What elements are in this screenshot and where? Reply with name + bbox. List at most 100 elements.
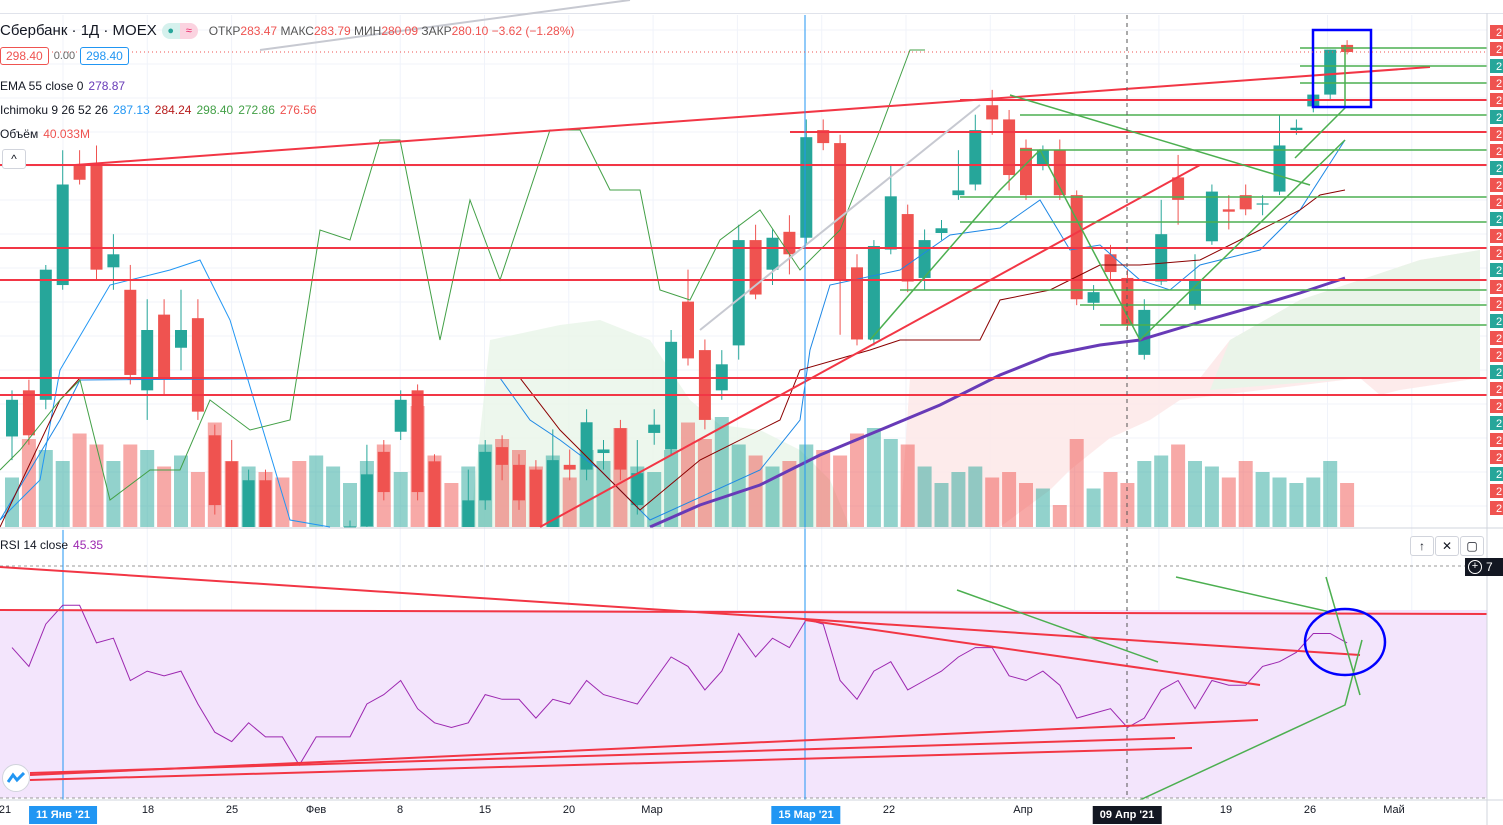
volume-bar bbox=[157, 466, 172, 527]
volume-bar bbox=[714, 417, 729, 527]
price-label-text: 2 bbox=[1496, 384, 1502, 396]
hand-drawn-circle[interactable] bbox=[1303, 607, 1387, 677]
candle-body bbox=[800, 137, 813, 238]
gray-channel-line-2[interactable] bbox=[699, 104, 981, 331]
volume-legend[interactable]: Объём 40.033M bbox=[0, 127, 90, 141]
price-label-text: 2 bbox=[1496, 350, 1502, 362]
price-label bbox=[1490, 365, 1503, 379]
time-axis-label: 25 bbox=[225, 804, 239, 816]
move-pane-up-button[interactable]: ↑ bbox=[1410, 536, 1434, 556]
volume-bar bbox=[883, 439, 898, 527]
price-label-text: 2 bbox=[1496, 129, 1502, 141]
candle bbox=[513, 454, 525, 510]
ema-legend[interactable]: EMA 55 close 0 278.87 bbox=[0, 79, 125, 93]
price-axis[interactable]: 2 2 2 2 2 2 2 2 2 2 2 2 2 2 2 2 2 2 2 2 2 2 2 2 2 2 2 2 2 bbox=[1490, 25, 1503, 515]
candle-body bbox=[1205, 191, 1218, 242]
close-value: 280.10 bbox=[451, 23, 489, 38]
candle bbox=[158, 299, 171, 396]
candle bbox=[242, 469, 255, 527]
candle-body bbox=[462, 500, 475, 527]
add-icon[interactable]: + bbox=[1468, 560, 1482, 574]
tenkan-line bbox=[0, 259, 331, 528]
trend-drawings[interactable] bbox=[0, 66, 1487, 528]
candle-body bbox=[1324, 49, 1337, 95]
candle-body bbox=[90, 164, 103, 270]
candle-body bbox=[377, 451, 390, 493]
price-label bbox=[1490, 144, 1503, 158]
gray-channel-line[interactable] bbox=[259, 0, 631, 51]
volume-bar bbox=[562, 477, 577, 527]
wave-drawings[interactable] bbox=[869, 45, 1487, 342]
volume-bar bbox=[1019, 483, 1033, 527]
candle bbox=[394, 390, 407, 441]
candle-body bbox=[1087, 292, 1100, 303]
candle-body bbox=[124, 289, 137, 375]
candle bbox=[1036, 145, 1049, 171]
volume-bar bbox=[1188, 461, 1202, 527]
volume-bar bbox=[1238, 461, 1253, 527]
candle bbox=[411, 384, 424, 501]
candle bbox=[1256, 195, 1269, 216]
time-axis-label: 20 bbox=[562, 804, 576, 816]
price-label bbox=[1490, 178, 1503, 192]
ichimoku-legend[interactable]: Ichimoku 9 26 52 26 287.13 284.24 298.40… bbox=[0, 103, 317, 117]
candle bbox=[39, 264, 52, 410]
close-label: ЗАКР bbox=[421, 23, 452, 38]
candle bbox=[428, 454, 441, 527]
maximize-pane-button[interactable]: ▢ bbox=[1460, 536, 1484, 556]
volume-bar bbox=[343, 483, 357, 527]
candle-body bbox=[344, 526, 356, 528]
volume-bar bbox=[1137, 461, 1152, 527]
candle-body bbox=[851, 267, 863, 340]
candle bbox=[969, 114, 982, 191]
rsi-price-label[interactable]: + 7 bbox=[1465, 558, 1503, 576]
price-label-text: 2 bbox=[1496, 248, 1502, 260]
buy-button[interactable]: 298.40 bbox=[80, 47, 129, 65]
candle-body bbox=[513, 464, 525, 501]
candle bbox=[73, 150, 86, 185]
candle-body bbox=[1138, 309, 1151, 355]
time-axis-label: Фев bbox=[305, 804, 327, 816]
close-pane-button[interactable]: ✕ bbox=[1435, 536, 1459, 556]
volume-bar bbox=[1086, 488, 1101, 527]
time-axis-label: Май bbox=[1383, 804, 1405, 816]
candle-body bbox=[783, 231, 796, 255]
candle-body bbox=[73, 164, 86, 180]
highlight-box[interactable] bbox=[1311, 28, 1373, 109]
candle bbox=[1189, 254, 1201, 310]
volume-bar bbox=[799, 444, 814, 527]
candle-body bbox=[834, 143, 847, 281]
price-label-text: 2 bbox=[1496, 146, 1502, 158]
volume-bar bbox=[917, 466, 932, 527]
price-label bbox=[1490, 246, 1503, 260]
volume-bar bbox=[1002, 472, 1017, 527]
price-label-text: 2 bbox=[1496, 112, 1502, 124]
rsi-legend[interactable]: RSI 14 close 45.35 bbox=[0, 538, 103, 552]
candle-body bbox=[56, 184, 69, 286]
price-label bbox=[1490, 195, 1503, 209]
price-label-text: 2 bbox=[1496, 486, 1502, 498]
sell-button[interactable]: 298.40 bbox=[0, 47, 49, 65]
time-axis-label: 15 bbox=[478, 804, 492, 816]
price-label-text: 2 bbox=[1496, 503, 1502, 515]
rsi-drawings[interactable] bbox=[0, 566, 1488, 781]
trade-prices: 298.40 0.00 298.40 bbox=[0, 47, 129, 65]
candle bbox=[715, 350, 728, 400]
rsi-band bbox=[0, 610, 1487, 798]
symbol-title[interactable]: Сбербанк · 1Д · MOEX bbox=[0, 22, 157, 39]
candle bbox=[563, 449, 576, 481]
collapse-legend-button[interactable]: ^ bbox=[2, 149, 26, 169]
price-label bbox=[1490, 110, 1503, 124]
volume-bar bbox=[1306, 477, 1321, 527]
price-label bbox=[1490, 59, 1503, 73]
tradingview-logo-button[interactable] bbox=[2, 764, 30, 792]
volume-bar bbox=[1323, 461, 1338, 527]
candle-body bbox=[1172, 177, 1185, 200]
status-pill[interactable]: ● ≈ bbox=[161, 22, 198, 39]
candle bbox=[462, 469, 475, 527]
price-label bbox=[1490, 280, 1503, 294]
candle-body bbox=[394, 399, 407, 432]
candle bbox=[952, 150, 965, 200]
candle-body bbox=[479, 451, 492, 501]
